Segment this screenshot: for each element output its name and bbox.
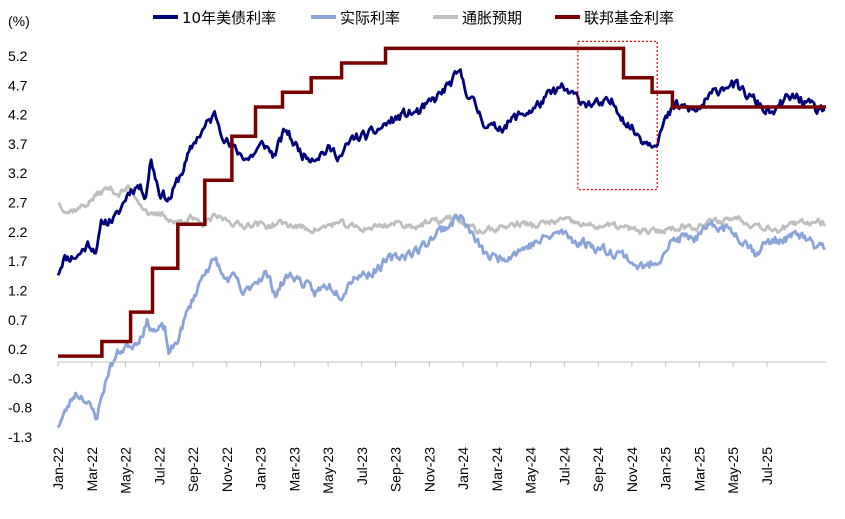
y-tick-label: -0.3 (8, 370, 32, 386)
legend-label-real-rate: 实际利率 (340, 9, 400, 27)
y-tick-label: 2.7 (8, 195, 28, 211)
x-tick-label: Mar-23 (286, 447, 302, 492)
legend-item-fed-funds[interactable]: 联邦基金利率 (555, 9, 674, 27)
x-tick-label: Mar-24 (489, 447, 505, 492)
x-tick-label: May-22 (118, 447, 134, 494)
x-tick-label: Jul-22 (151, 447, 167, 485)
x-tick-label: Nov-22 (219, 447, 235, 492)
x-tick-label: Nov-24 (624, 447, 640, 492)
y-tick-label: 4.7 (8, 77, 28, 93)
x-tick-label: Sep-24 (590, 447, 606, 492)
y-tick-label: 0.2 (8, 341, 28, 357)
y-tick-label: 1.2 (8, 282, 28, 298)
series-line-fed-funds (58, 46, 826, 358)
legend-item-inflation-expectation[interactable]: 通胀预期 (433, 9, 522, 27)
x-tick-label: May-23 (320, 447, 336, 494)
legend-item-10y-yield[interactable]: 10年美债利率 (153, 9, 276, 27)
legend-label-10y-yield: 10年美债利率 (182, 9, 276, 27)
x-tick-label: Nov-23 (421, 447, 437, 492)
x-tick-label: Sep-23 (388, 447, 404, 492)
y-tick-label: 0.7 (8, 312, 28, 328)
x-tick-label: Jan-22 (50, 447, 66, 490)
y-tick-label: 4.2 (8, 107, 28, 123)
legend-label-inflation-expectation: 通胀预期 (462, 9, 522, 27)
y-tick-label: -1.3 (8, 429, 32, 445)
x-tick-label: Sep-22 (185, 447, 201, 492)
y-tick-label: 5.2 (8, 48, 28, 64)
y-tick-label: 3.7 (8, 136, 28, 152)
x-tick-label: Jan-24 (455, 447, 471, 490)
x-tick-label: May-25 (725, 447, 741, 494)
x-tick-label: May-24 (523, 447, 539, 494)
highlight-box (577, 40, 658, 191)
x-tick-label: Jul-25 (759, 447, 775, 485)
y-tick-label: 2.2 (8, 224, 28, 240)
legend-label-fed-funds: 联邦基金利率 (584, 9, 674, 27)
x-tick-label: Mar-22 (84, 447, 100, 492)
x-tick-label: Jan-23 (253, 447, 269, 490)
y-tick-label: 1.7 (8, 253, 28, 269)
x-tick-label: Jul-23 (354, 447, 370, 485)
unit-label: (%) (8, 13, 30, 29)
x-tick-label: Mar-25 (691, 447, 707, 492)
series-line-10y-yield (56, 68, 826, 276)
plot-area (56, 40, 827, 429)
x-tick-label: Jul-24 (556, 447, 572, 485)
y-tick-label: -0.8 (8, 400, 32, 416)
y-axis-ticks: 5.2 4.7 4.2 3.7 3.2 2.7 2.2 1.7 1.2 0.7 0.2 -0.3 -0.… (8, 48, 32, 445)
series-line-real-rate (56, 213, 826, 429)
x-tick-label: Jan-25 (658, 447, 674, 490)
legend-item-real-rate[interactable]: 实际利率 (311, 9, 400, 27)
y-tick-label: 3.2 (8, 165, 28, 181)
legend: 10年美债利率 实际利率 通胀预期 联邦基金利率 (153, 9, 674, 27)
x-axis-ticks: Jan-22 Mar-22 May-22 Jul-22 Sep-22 Nov-22 Jan-… (50, 362, 775, 494)
